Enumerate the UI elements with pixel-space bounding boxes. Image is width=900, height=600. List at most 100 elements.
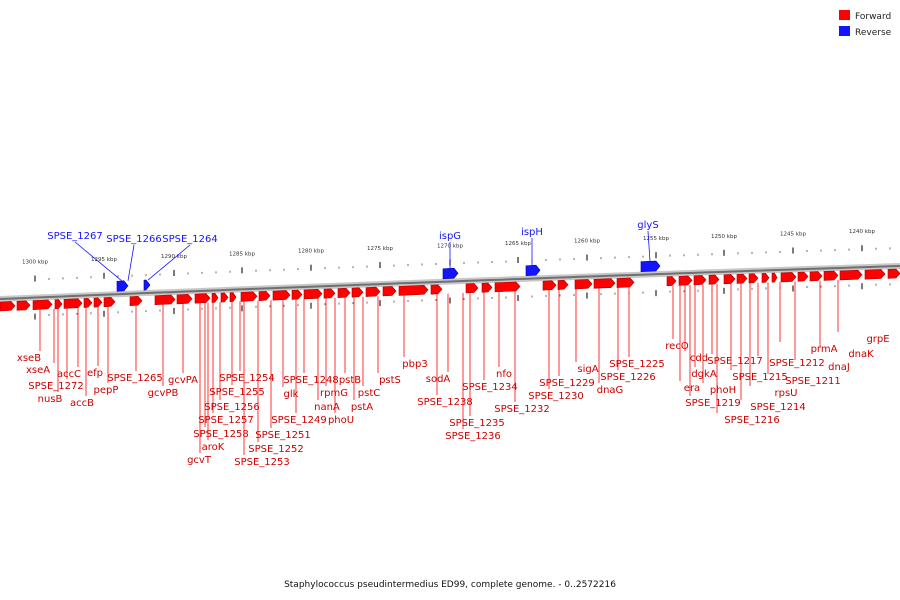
forward-gene-label: gcvPA xyxy=(168,375,198,386)
forward-gene-arrow xyxy=(864,269,886,280)
backbone-line xyxy=(0,265,900,300)
forward-gene-label: aroK xyxy=(202,442,225,453)
forward-gene-label: glk xyxy=(284,389,299,400)
forward-gene-label: SPSE_1226 xyxy=(600,372,656,383)
forward-gene-label: SPSE_1252 xyxy=(248,444,304,455)
forward-gene-label: SPSE_1219 xyxy=(685,398,741,409)
forward-gene-label: SPSE_1234 xyxy=(462,382,518,393)
forward-gene-label: nfo xyxy=(496,369,512,380)
forward-gene-label: SPSE_1225 xyxy=(609,359,665,370)
forward-gene-arrow xyxy=(708,274,720,285)
reverse-gene-arrow xyxy=(116,280,129,292)
forward-gene-arrow xyxy=(430,284,443,295)
forward-gene-arrow xyxy=(229,292,237,303)
forward-gene-label: sodA xyxy=(426,374,451,385)
forward-gene-arrow xyxy=(211,292,219,303)
forward-gene-arrow xyxy=(337,287,351,298)
tick-label: 1275 kbp xyxy=(367,246,393,252)
reverse-leader-line xyxy=(127,244,135,281)
reverse-gene-label: ispG xyxy=(439,231,461,242)
legend-reverse-swatch xyxy=(839,26,850,36)
forward-gene-arrow xyxy=(0,301,16,312)
forward-gene-label: SPSE_1235 xyxy=(449,418,505,429)
forward-gene-label: nusB xyxy=(38,394,63,405)
forward-gene-label: sigA xyxy=(577,364,598,375)
genome-caption: Staphylococcus pseudintermedius ED99, co… xyxy=(284,580,616,590)
reverse-leader-line xyxy=(74,241,123,282)
forward-gene-label: SPSE_1236 xyxy=(445,431,501,442)
forward-gene-arrow xyxy=(574,279,593,290)
forward-gene-label: pbp3 xyxy=(402,359,427,370)
forward-gene-arrow xyxy=(736,273,748,284)
forward-gene-label: efp xyxy=(87,368,103,379)
forward-gene-label: SPSE_1232 xyxy=(494,404,550,415)
forward-gene-label: era xyxy=(684,383,700,394)
forward-gene-arrow xyxy=(542,280,557,291)
forward-gene-label: pstC xyxy=(358,388,380,399)
forward-gene-arrow xyxy=(291,289,303,300)
forward-gene-arrow xyxy=(887,268,900,279)
tick-label: 1240 kbp xyxy=(849,229,875,235)
forward-gene-arrow xyxy=(494,281,521,293)
forward-gene-arrow xyxy=(797,271,809,282)
reverse-gene-arrow xyxy=(442,267,459,280)
reverse-gene-label: SPSE_1264 xyxy=(162,234,218,245)
forward-gene-label: SPSE_1230 xyxy=(528,391,584,402)
reverse-gene-label: SPSE_1267 xyxy=(47,231,103,242)
forward-gene-arrow xyxy=(194,293,211,304)
forward-gene-label: rpsU xyxy=(775,388,798,399)
forward-gene-label: prmA xyxy=(811,344,838,355)
forward-gene-label: SPSE_1217 xyxy=(707,356,763,367)
forward-gene-arrow xyxy=(272,290,291,301)
forward-gene-label: gcvT xyxy=(187,455,212,466)
tick-label: 1295 kbp xyxy=(91,257,117,263)
forward-gene-arrow xyxy=(154,294,176,306)
forward-gene-label: SPSE_1211 xyxy=(785,376,841,387)
forward-gene-arrow xyxy=(839,269,863,281)
forward-gene-label: gcvPB xyxy=(148,388,179,399)
forward-gene-label: dnaK xyxy=(848,349,874,360)
forward-gene-arrow xyxy=(103,297,116,308)
forward-gene-label: cdd xyxy=(690,353,708,364)
forward-gene-arrow xyxy=(365,286,381,297)
forward-gene-label: dnaJ xyxy=(828,362,850,373)
forward-gene-label: SPSE_1265 xyxy=(107,373,163,384)
forward-gene-label: SPSE_1214 xyxy=(750,402,806,413)
reverse-gene-label: ispH xyxy=(521,227,543,238)
forward-gene-label: SPSE_1215 xyxy=(732,372,788,383)
forward-gene-arrow xyxy=(129,295,143,307)
legend-forward-label: Forward xyxy=(855,12,891,22)
tick-label: 1255 kbp xyxy=(643,236,669,242)
forward-gene-arrow xyxy=(83,297,93,308)
forward-gene-label: nanA xyxy=(314,402,340,413)
gene-track xyxy=(0,260,900,312)
reverse-leader-line xyxy=(147,244,191,281)
forward-gene-label: SPSE_1216 xyxy=(724,415,780,426)
forward-gene-label: SPSE_1238 xyxy=(417,397,473,408)
forward-gene-arrow xyxy=(780,272,797,283)
forward-gene-label: dnaG xyxy=(597,385,624,396)
forward-gene-arrow xyxy=(258,290,271,302)
forward-gene-arrow xyxy=(823,270,839,281)
forward-gene-label: dgkA xyxy=(691,369,716,380)
forward-gene-arrow xyxy=(593,278,616,289)
forward-gene-label: SPSE_1257 xyxy=(198,415,254,426)
forward-gene-label: SPSE_1251 xyxy=(255,430,311,441)
forward-gene-label: accB xyxy=(70,398,94,409)
gene-labels: SPSE_1267 SPSE_1266 SPSE_1264 ispG ispH glyS x… xyxy=(17,220,890,468)
reverse-gene-arrow xyxy=(143,279,151,291)
reverse-gene-label: SPSE_1266 xyxy=(106,234,162,245)
forward-gene-arrow xyxy=(693,275,707,286)
forward-gene-label: SPSE_1254 xyxy=(219,373,275,384)
forward-gene-label: pepP xyxy=(94,385,119,396)
tick-label: 1260 kbp xyxy=(574,239,600,245)
forward-gene-arrow xyxy=(16,300,31,311)
forward-gene-arrow xyxy=(176,293,193,305)
forward-gene-label: grpE xyxy=(866,334,889,345)
forward-gene-label: pstS xyxy=(379,375,401,386)
forward-gene-arrow xyxy=(723,274,736,285)
forward-gene-label: SPSE_1229 xyxy=(539,378,595,389)
forward-gene-label: SPSE_1256 xyxy=(204,402,260,413)
forward-gene-label: SPSE_1255 xyxy=(209,387,265,398)
